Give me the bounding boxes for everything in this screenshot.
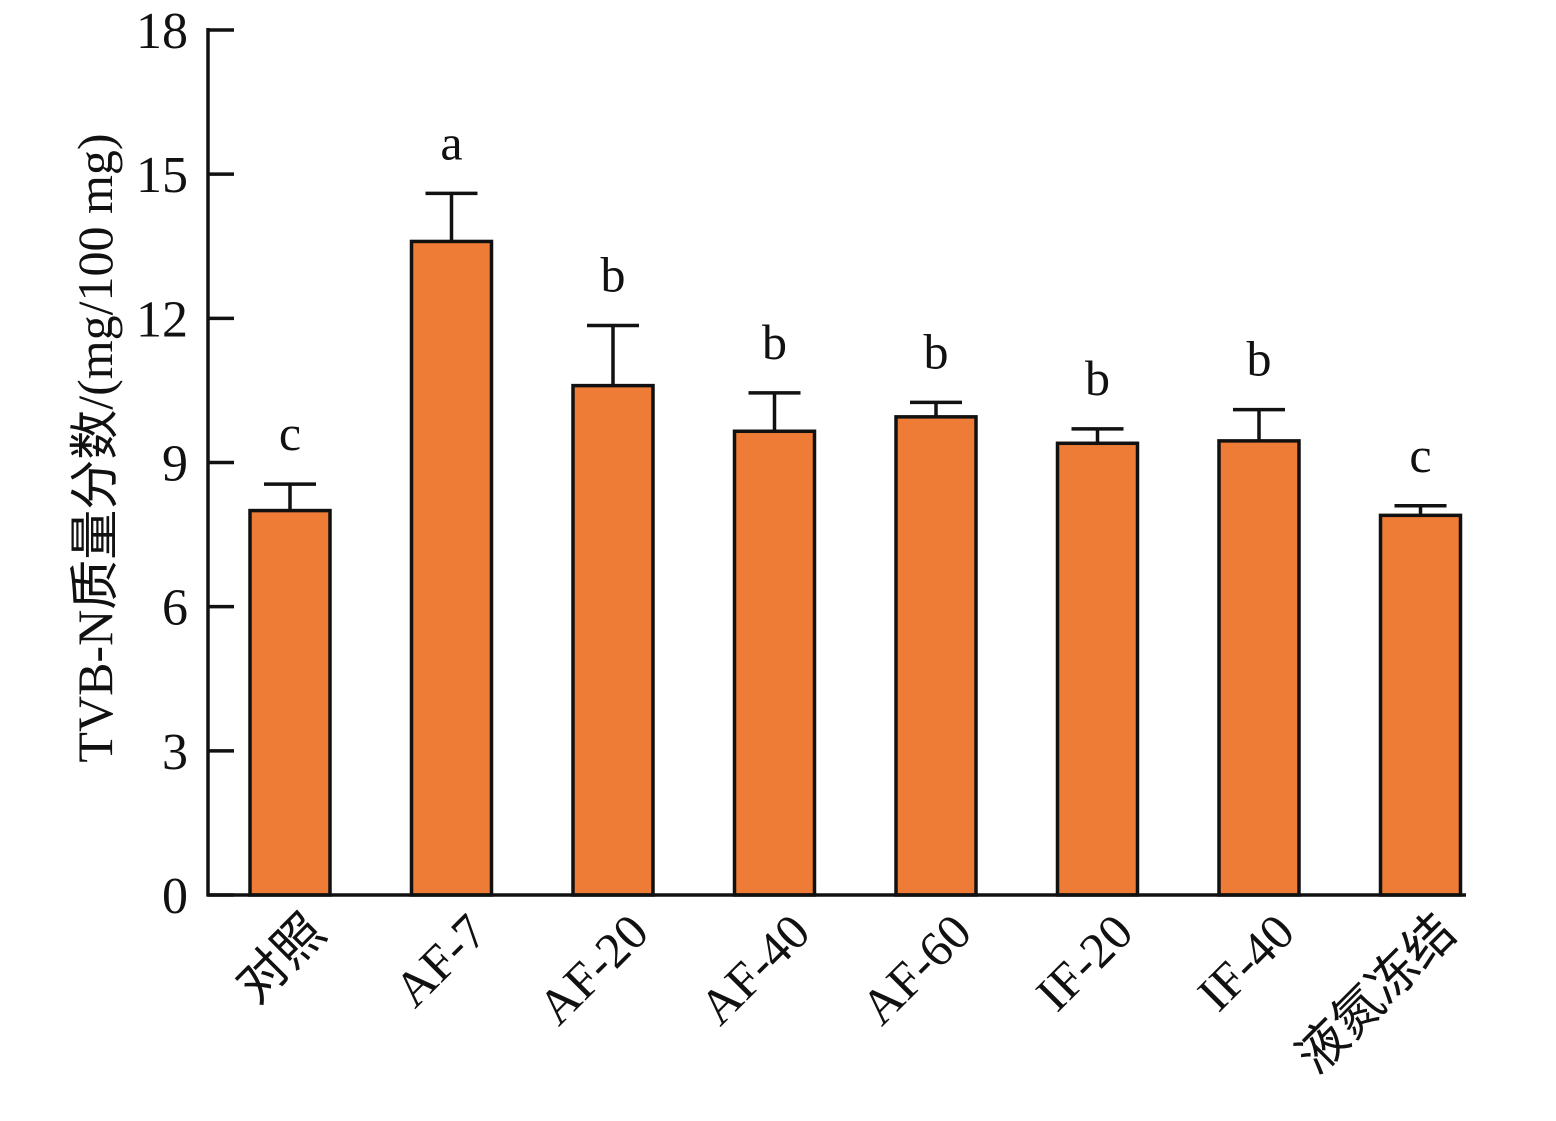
y-axis-label: TVB-N质量分数/(mg/100 mg) (67, 133, 123, 762)
bar-2 (409, 239, 494, 897)
category-label-8: 液氮冻结 (1285, 903, 1466, 1084)
bar-8 (1378, 513, 1463, 897)
bar-7 (1217, 439, 1301, 897)
bar-4 (732, 429, 817, 897)
y-tick-label-7: 18 (136, 3, 188, 60)
category-label-1: 对照 (225, 903, 335, 1013)
category-label-7: IF-40 (1187, 903, 1305, 1021)
significance-label-5: b (924, 323, 949, 379)
bar-5 (894, 415, 978, 897)
category-label-2: AF-7 (383, 903, 497, 1017)
significance-label-4: b (762, 314, 787, 370)
significance-label-6: b (1085, 350, 1110, 406)
bars-layer: c a b b b b b c (248, 114, 1463, 897)
significance-label-2: a (440, 114, 462, 170)
y-tick-label-6: 15 (136, 147, 188, 204)
bar-3 (571, 383, 655, 897)
category-label-6: IF-20 (1025, 903, 1143, 1021)
significance-label-7: b (1247, 331, 1272, 387)
bar-6 (1055, 441, 1140, 897)
significance-label-3: b (601, 247, 626, 303)
significance-label-1: c (279, 405, 301, 461)
significance-label-8: c (1409, 427, 1431, 483)
y-tick-label-2: 3 (162, 724, 188, 781)
y-tick-label-4: 9 (162, 436, 188, 493)
category-label-5: AF-60 (850, 903, 982, 1035)
bar-1 (248, 508, 332, 897)
y-tick-label-3: 6 (162, 580, 188, 637)
category-label-3: AF-20 (527, 903, 659, 1035)
category-label-4: AF-40 (688, 903, 820, 1035)
y-tick-label-1: 0 (162, 868, 188, 925)
y-tick-label-5: 12 (136, 291, 188, 348)
